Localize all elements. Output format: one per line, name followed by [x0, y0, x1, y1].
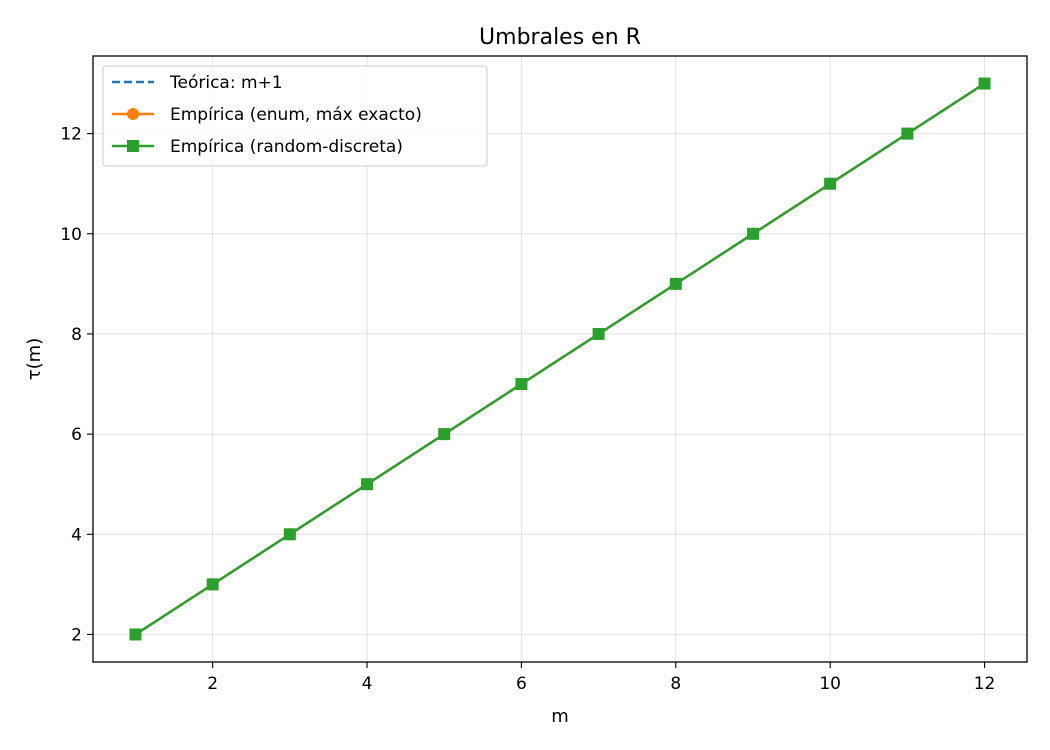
- series-layer: [129, 77, 991, 641]
- legend-marker: [127, 140, 139, 152]
- x-tick-label: 4: [362, 674, 373, 694]
- data-point: [824, 177, 837, 190]
- data-point: [901, 127, 914, 140]
- x-tick-label: 2: [207, 674, 218, 694]
- grid-lines: [93, 56, 1027, 662]
- data-point: [515, 378, 528, 391]
- data-point: [438, 428, 451, 441]
- legend-entry: Teórica: m+1: [112, 73, 283, 93]
- y-tick-label: 2: [71, 625, 82, 645]
- legend: Teórica: m+1 Empírica (enum, máx exacto) E…: [102, 65, 488, 167]
- x-axis-label: m: [551, 706, 569, 727]
- data-point: [978, 77, 991, 90]
- y-tick-label: 12: [60, 125, 82, 145]
- y-tick-label: 10: [60, 225, 82, 245]
- data-point: [746, 227, 759, 240]
- legend-box: [102, 65, 488, 167]
- x-tick-label: 6: [516, 674, 527, 694]
- data-point: [361, 478, 374, 491]
- axis-ticks: 2 4 6 8 10 12 2 4 6 8 10 12: [60, 125, 995, 694]
- legend-label: Empírica (random-discreta): [170, 137, 403, 157]
- legend-label: Empírica (enum, máx exacto): [170, 105, 422, 125]
- series-3: [129, 77, 991, 641]
- data-point: [592, 327, 605, 340]
- series-line: [134, 82, 986, 636]
- x-tick-label: 12: [974, 674, 996, 694]
- data-point: [283, 528, 296, 541]
- y-axis-label: τ(m): [24, 338, 45, 380]
- legend-entry: Empírica (random-discreta): [112, 137, 403, 157]
- data-point: [206, 578, 219, 591]
- data-point: [129, 628, 142, 641]
- y-tick-label: 4: [71, 525, 82, 545]
- legend-label: Teórica: m+1: [169, 73, 283, 93]
- plot-frame: [92, 55, 1028, 663]
- x-tick-label: 8: [670, 674, 681, 694]
- chart-title: Umbrales en R: [479, 25, 641, 50]
- legend-marker: [127, 108, 139, 120]
- y-tick-label: 8: [71, 325, 82, 345]
- legend-entry: Empírica (enum, máx exacto): [112, 105, 422, 125]
- x-tick-label: 10: [819, 674, 841, 694]
- data-point: [669, 277, 682, 290]
- y-tick-label: 6: [71, 425, 82, 445]
